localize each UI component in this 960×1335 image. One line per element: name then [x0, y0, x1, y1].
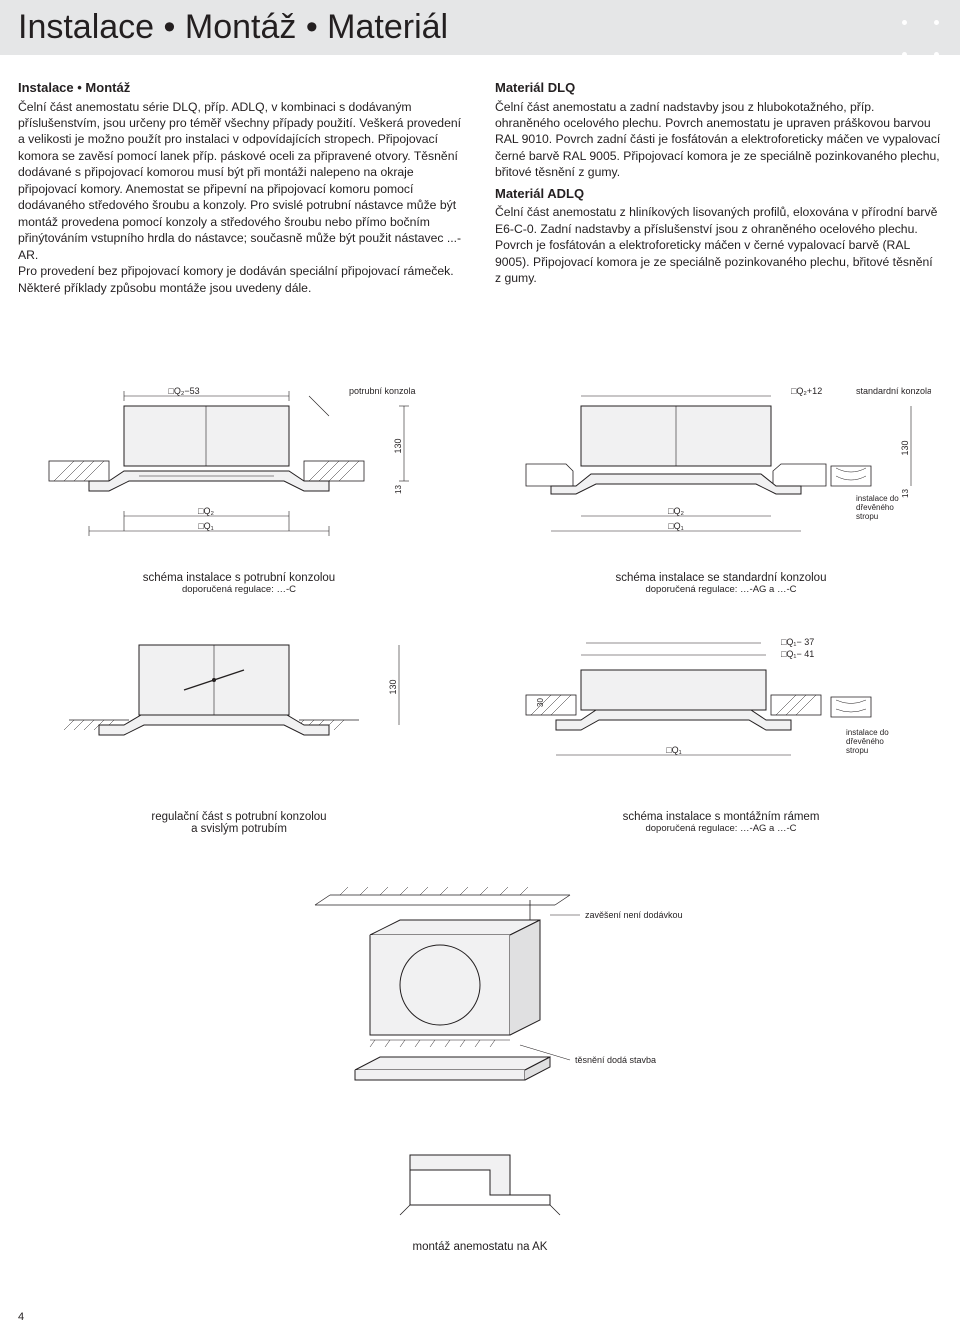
d6-caption: montáž anemostatu na AK — [18, 1241, 942, 1253]
diagram-row-1: □Q₂−53 potrubní konzola — [18, 386, 942, 595]
d3-caption: regulační část s potrubní konzolou a svi… — [18, 811, 460, 835]
d4-caption: schéma instalace s montážním rámem dopor… — [500, 811, 942, 834]
d2-label-konzola: standardní konzola — [856, 386, 931, 396]
d1-caption-sub: doporučená regulace: …-C — [18, 584, 460, 595]
d4-top1: □Q₁− 37 — [781, 637, 814, 647]
d1-dim-q2-53: □Q₂−53 — [168, 386, 199, 396]
d1-q2: □Q₂ — [198, 506, 214, 516]
d2-q2: □Q₂ — [668, 506, 684, 516]
d1-q1: □Q₁ — [198, 521, 213, 531]
d4-caption-main: schéma instalace s montážním rámem — [623, 811, 820, 823]
diagram-row-2: 130 regulační část s potrubní konzolou a… — [18, 635, 942, 835]
diagram-area: □Q₂−53 potrubní konzola — [0, 386, 960, 1253]
left-body: Čelní část anemostatu série DLQ, příp. A… — [18, 99, 465, 297]
d4-side: instalace dodřevěnéhostropu — [846, 728, 889, 755]
right-column: Materiál DLQ Čelní část anemostatu a zad… — [495, 79, 942, 296]
page-title: Instalace • Montáž • Materiál — [18, 8, 960, 47]
right-heading-1: Materiál DLQ — [495, 79, 942, 97]
d4-q1: □Q₁ — [666, 745, 681, 755]
left-heading: Instalace • Montáž — [18, 79, 465, 97]
left-column: Instalace • Montáž Čelní část anemostatu… — [18, 79, 465, 296]
right-heading-2: Materiál ADLQ — [495, 185, 942, 203]
d2-dim-130: 130 — [900, 441, 910, 456]
d1-label-konzola: potrubní konzola — [349, 386, 416, 396]
d4-caption-sub: doporučená regulace: …-AG a …-C — [500, 823, 942, 834]
d2-caption-sub: doporučená regulace: …-AG a …-C — [500, 584, 942, 595]
diagram-6 — [18, 1135, 942, 1245]
d3-dim-130: 130 — [388, 680, 398, 695]
diagram-1: □Q₂−53 potrubní konzola — [18, 386, 460, 595]
d1-caption: schéma instalace s potrubní konzolou dop… — [18, 572, 460, 595]
d2-dim-13: 13 — [901, 489, 910, 498]
d1-dim-13: 13 — [394, 485, 403, 494]
d1-dim-130: 130 — [393, 439, 403, 454]
d2-side: instalace dodřevěnéhostropu — [856, 494, 899, 521]
d4-dim-30: 30 — [536, 698, 545, 707]
decorative-dots — [902, 20, 942, 60]
page-number: 4 — [18, 1311, 24, 1323]
diagram-5: zavěšení není dodávkou těsnění dodá stav… — [18, 875, 942, 1105]
diagram-4: □Q₁− 37 □Q₁− 41 — [500, 635, 942, 835]
hatch-left — [49, 461, 109, 481]
page-header: Instalace • Montáž • Materiál — [0, 0, 960, 55]
d2-caption-main: schéma instalace se standardní konzolou — [616, 572, 827, 584]
diagram-3: 130 regulační část s potrubní konzolou a… — [18, 635, 460, 835]
d1-caption-main: schéma instalace s potrubní konzolou — [143, 572, 335, 584]
text-columns: Instalace • Montáž Čelní část anemostatu… — [0, 79, 960, 296]
d5-label-2: těsnění dodá stavba — [575, 1055, 656, 1065]
d4-top2: □Q₁− 41 — [781, 649, 814, 659]
d2-q1: □Q₁ — [668, 521, 683, 531]
diagram-2: □Q₂+12 standardní konzola 130 13 — [500, 386, 942, 595]
hatch-right — [304, 461, 364, 481]
d6-caption-text: montáž anemostatu na AK — [413, 1241, 548, 1253]
d2-caption: schéma instalace se standardní konzolou … — [500, 572, 942, 595]
d2-dim-q2-12: □Q₂+12 — [791, 386, 822, 396]
d3-caption-l1: regulační část s potrubní konzolou — [151, 811, 326, 823]
d3-caption-l2: a svislým potrubím — [191, 823, 287, 835]
d5-label-1: zavěšení není dodávkou — [585, 910, 683, 920]
right-body-1: Čelní část anemostatu a zadní nadstavby … — [495, 99, 942, 181]
right-body-2: Čelní část anemostatu z hliníkových liso… — [495, 204, 942, 286]
